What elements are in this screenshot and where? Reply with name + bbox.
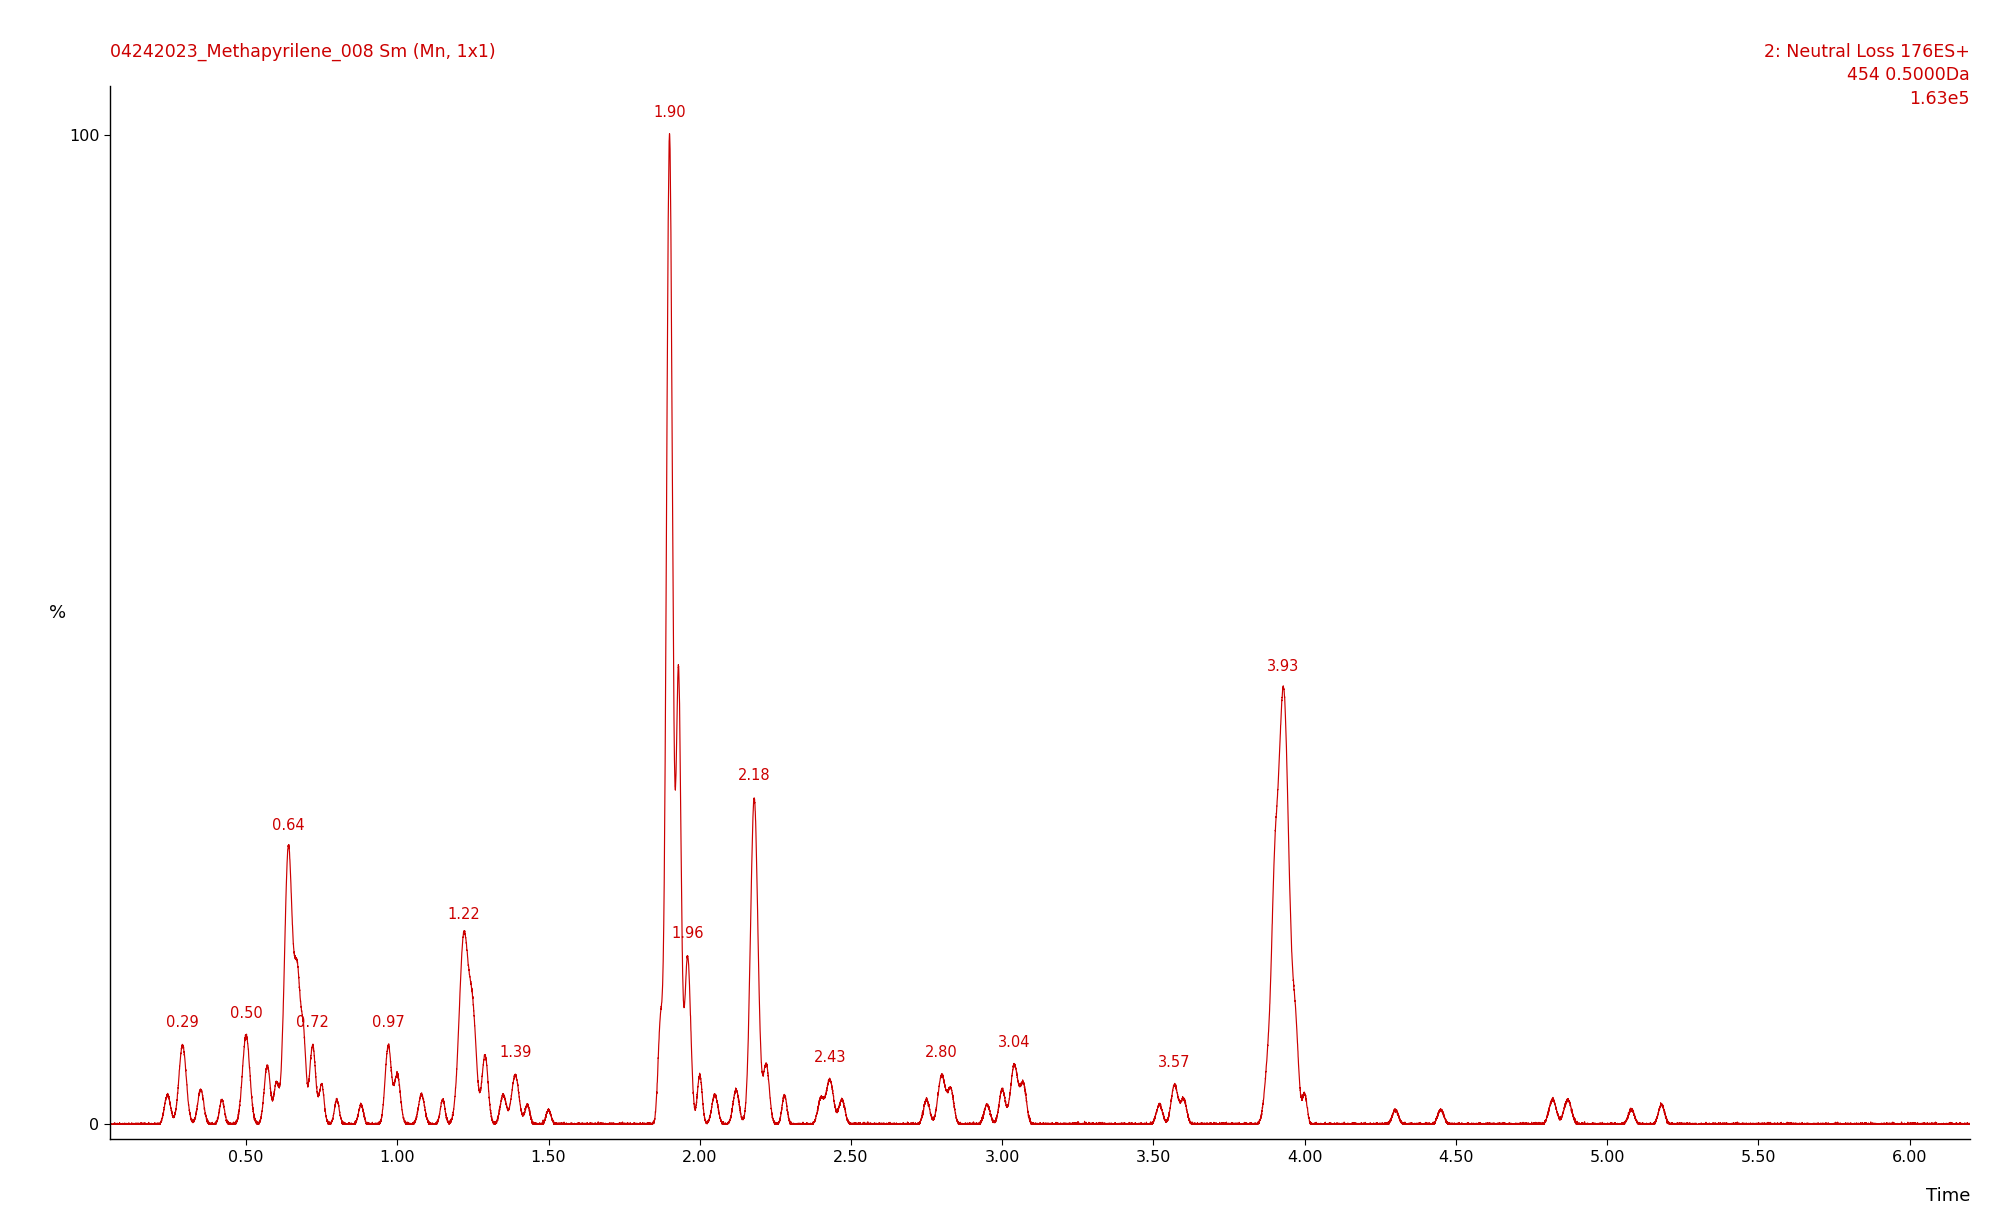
Text: 04242023_Methapyrilene_008 Sm (Mn, 1x1): 04242023_Methapyrilene_008 Sm (Mn, 1x1) [110, 43, 496, 61]
Text: 3.57: 3.57 [1158, 1055, 1190, 1069]
Text: 1.90: 1.90 [654, 105, 686, 120]
Text: 2.18: 2.18 [738, 768, 770, 783]
Text: Time: Time [1926, 1187, 1970, 1204]
Text: 1.96: 1.96 [672, 926, 704, 941]
Text: 0.50: 0.50 [230, 1006, 262, 1020]
Text: 1.22: 1.22 [448, 906, 480, 921]
Y-axis label: %: % [50, 604, 66, 621]
Text: 3.04: 3.04 [998, 1035, 1030, 1050]
Text: 2: Neutral Loss 176ES+
454 0.5000Da
1.63e5: 2: Neutral Loss 176ES+ 454 0.5000Da 1.63… [1764, 43, 1970, 108]
Text: 0.97: 0.97 [372, 1016, 404, 1030]
Text: 0.64: 0.64 [272, 817, 304, 833]
Text: 2.43: 2.43 [814, 1050, 846, 1065]
Text: 0.29: 0.29 [166, 1016, 198, 1030]
Text: 0.72: 0.72 [296, 1016, 330, 1030]
Text: 1.39: 1.39 [500, 1045, 532, 1060]
Text: 3.93: 3.93 [1268, 659, 1300, 674]
Text: 2.80: 2.80 [926, 1045, 958, 1060]
